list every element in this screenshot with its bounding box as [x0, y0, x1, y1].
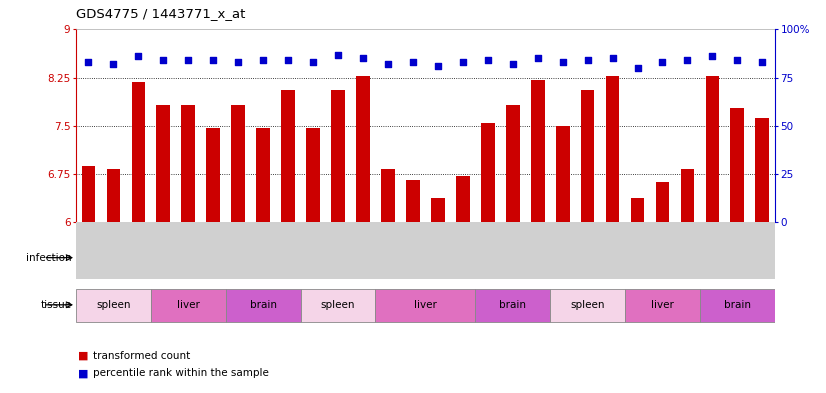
Bar	[131, 82, 145, 222]
Bar	[231, 105, 245, 222]
Bar	[76, 242, 301, 275]
Text: mock: mock	[411, 253, 439, 263]
Bar	[376, 289, 475, 322]
Text: infection: infection	[26, 253, 72, 263]
Text: liver: liver	[651, 300, 674, 310]
Point	[431, 63, 444, 69]
Text: ■: ■	[78, 368, 88, 378]
Bar	[631, 198, 644, 222]
Point	[382, 61, 395, 67]
Text: liver: liver	[414, 300, 437, 310]
Bar	[225, 289, 301, 322]
Point	[82, 59, 95, 65]
Bar	[306, 128, 320, 222]
Text: spleen: spleen	[571, 300, 605, 310]
Point	[356, 55, 369, 61]
Bar	[156, 105, 170, 222]
Bar	[431, 198, 444, 222]
Point	[282, 57, 295, 63]
Bar	[301, 242, 550, 275]
Point	[705, 53, 719, 60]
Text: liver: liver	[177, 300, 200, 310]
Text: brain: brain	[499, 300, 526, 310]
Bar	[605, 76, 620, 222]
Bar	[381, 169, 395, 222]
Bar	[531, 79, 544, 222]
Bar	[82, 166, 95, 222]
Bar	[182, 105, 195, 222]
Point	[731, 57, 744, 63]
Point	[656, 59, 669, 65]
Point	[182, 57, 195, 63]
Bar	[256, 128, 270, 222]
Point	[531, 55, 544, 61]
Text: spleen: spleen	[96, 300, 131, 310]
Point	[506, 61, 520, 67]
Point	[306, 59, 320, 65]
Bar	[107, 169, 121, 222]
Bar	[625, 289, 700, 322]
Bar	[475, 289, 550, 322]
Bar	[681, 169, 695, 222]
Bar	[700, 289, 775, 322]
Bar	[705, 76, 719, 222]
Point	[556, 59, 569, 65]
Bar	[550, 242, 775, 275]
Text: brain: brain	[724, 300, 751, 310]
Point	[581, 57, 594, 63]
Bar	[356, 76, 370, 222]
Bar	[76, 289, 151, 322]
Point	[331, 51, 344, 58]
Bar	[730, 108, 744, 222]
Bar	[581, 90, 595, 222]
Point	[257, 57, 270, 63]
Bar	[282, 90, 295, 222]
Point	[681, 57, 694, 63]
Bar	[550, 289, 625, 322]
Text: GDS4775 / 1443771_x_at: GDS4775 / 1443771_x_at	[76, 7, 245, 20]
Text: brain: brain	[249, 300, 277, 310]
Point	[206, 57, 220, 63]
Point	[132, 53, 145, 60]
Point	[482, 57, 495, 63]
Bar	[301, 289, 376, 322]
Text: percentile rank within the sample: percentile rank within the sample	[93, 368, 268, 378]
Point	[631, 65, 644, 71]
Point	[107, 61, 120, 67]
Point	[231, 59, 244, 65]
Text: spleen: spleen	[320, 300, 355, 310]
Point	[606, 55, 620, 61]
Bar	[406, 180, 420, 222]
Text: wild type virus MHV-68: wild type virus MHV-68	[128, 253, 249, 263]
Bar	[506, 105, 520, 222]
Text: tissue: tissue	[40, 300, 72, 310]
Bar	[151, 289, 225, 322]
Bar	[481, 123, 495, 222]
Text: mutant virus ORF73.stop: mutant virus ORF73.stop	[597, 253, 728, 263]
Point	[756, 59, 769, 65]
Bar	[331, 90, 345, 222]
Bar	[656, 182, 669, 222]
Bar	[556, 126, 569, 222]
Text: ■: ■	[78, 351, 88, 361]
Bar	[456, 176, 470, 222]
Point	[157, 57, 170, 63]
Bar	[756, 118, 769, 222]
Bar	[206, 128, 220, 222]
Point	[406, 59, 420, 65]
Point	[456, 59, 469, 65]
Text: transformed count: transformed count	[93, 351, 190, 361]
